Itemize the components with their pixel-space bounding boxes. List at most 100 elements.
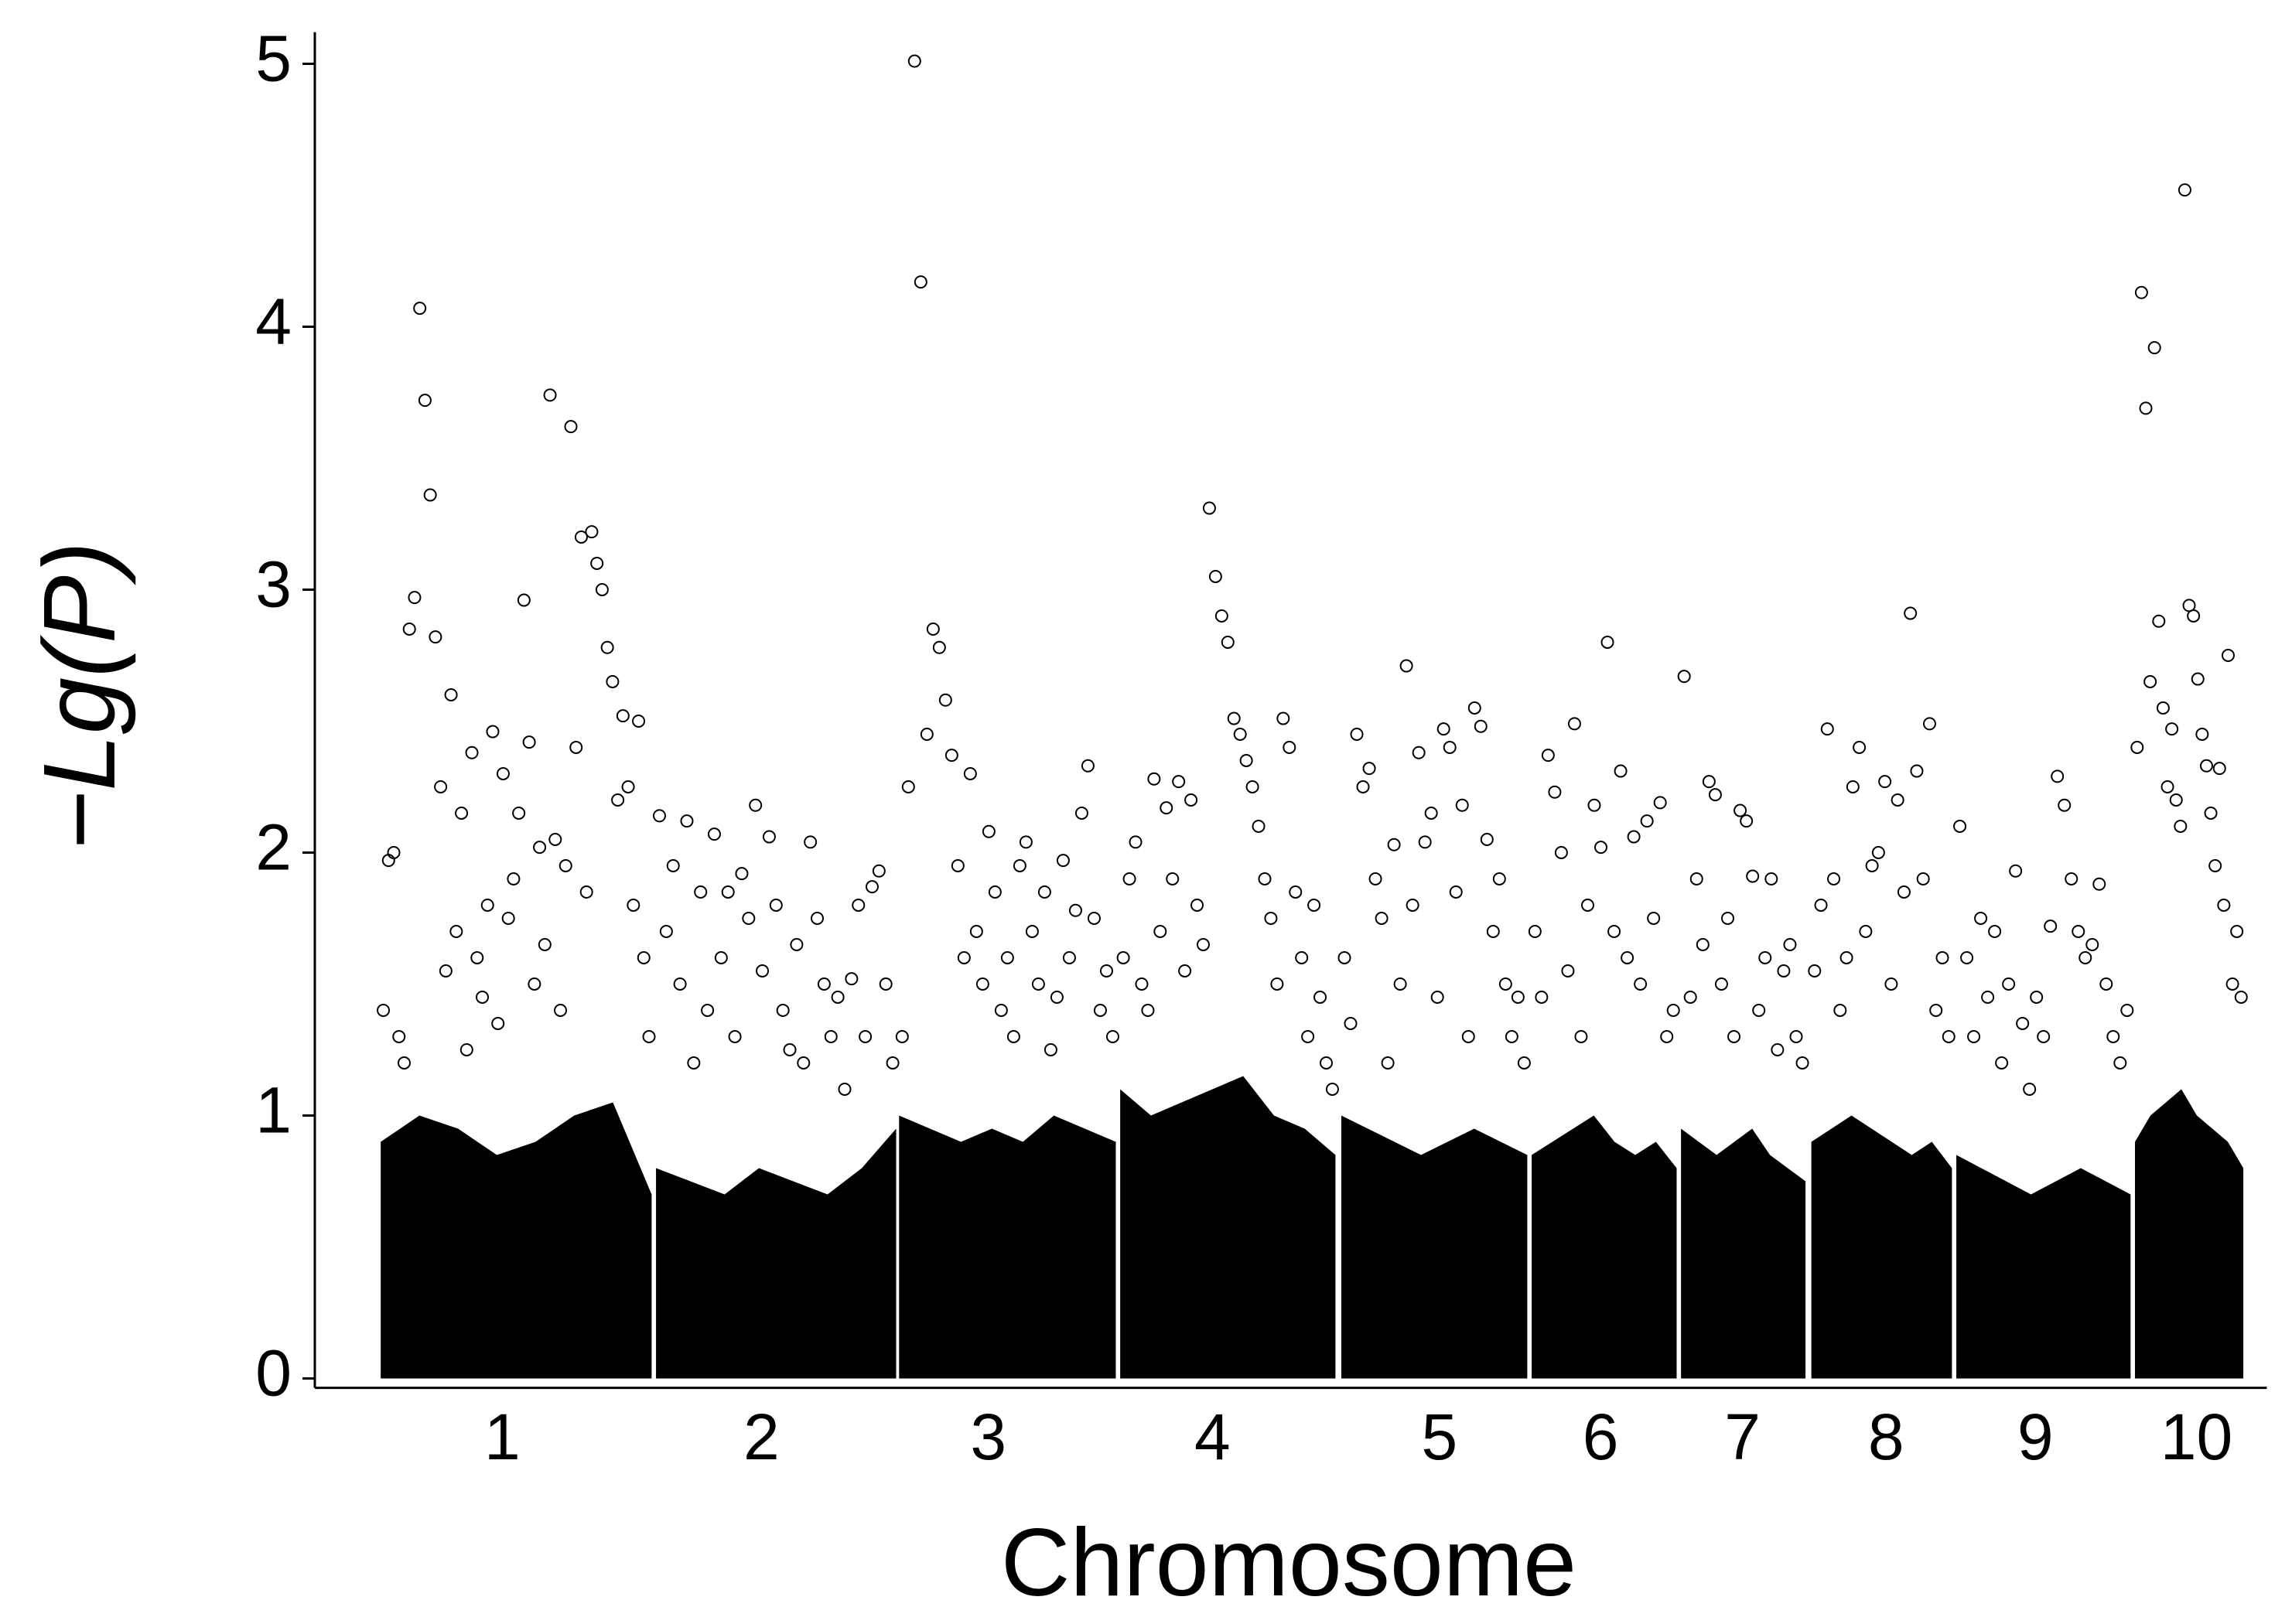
point xyxy=(797,1056,811,1070)
point xyxy=(1050,990,1064,1004)
point xyxy=(2191,672,2205,686)
point xyxy=(632,714,646,728)
point xyxy=(1099,964,1113,977)
x-axis-title: Chromosome xyxy=(1001,1510,1576,1616)
point xyxy=(1771,1042,1785,1056)
point xyxy=(522,735,536,749)
point xyxy=(1037,885,1051,899)
point xyxy=(413,302,427,316)
point xyxy=(749,798,763,812)
point xyxy=(994,1003,1008,1017)
point xyxy=(564,420,578,434)
point xyxy=(1634,977,1648,991)
point xyxy=(590,556,604,570)
point xyxy=(687,1056,701,1070)
point xyxy=(1122,872,1136,885)
point xyxy=(2023,1082,2037,1096)
point xyxy=(1166,872,1180,885)
point xyxy=(735,867,749,881)
point xyxy=(1666,1003,1680,1017)
point xyxy=(408,591,422,605)
point xyxy=(1362,762,1376,776)
point xyxy=(1548,785,1562,799)
point xyxy=(1264,911,1278,925)
x-tick-label: 7 xyxy=(1724,1401,1761,1473)
point xyxy=(1621,950,1634,964)
dense-points xyxy=(1120,1076,1336,1379)
point xyxy=(824,1029,838,1043)
point xyxy=(2156,701,2170,715)
dense-points xyxy=(381,1102,652,1379)
point xyxy=(762,830,776,844)
point xyxy=(512,806,526,820)
point xyxy=(2037,1029,2051,1043)
point xyxy=(1960,950,1974,964)
point xyxy=(1474,719,1488,733)
point xyxy=(1708,788,1722,802)
point xyxy=(2199,759,2213,773)
point xyxy=(558,858,572,872)
point xyxy=(1904,606,1918,620)
point xyxy=(1486,924,1500,938)
point xyxy=(459,1042,473,1056)
point xyxy=(2160,780,2174,793)
point xyxy=(1147,772,1161,786)
point xyxy=(1607,924,1621,938)
point xyxy=(1696,937,1710,951)
point xyxy=(569,740,583,754)
point xyxy=(1714,977,1728,991)
point xyxy=(2085,937,2099,951)
point xyxy=(1239,753,1253,767)
point xyxy=(377,1003,391,1017)
y-tick-label: 5 xyxy=(255,22,292,95)
point xyxy=(2195,727,2209,741)
point xyxy=(595,582,609,596)
point xyxy=(721,885,735,899)
point xyxy=(2051,769,2065,783)
point xyxy=(1740,814,1754,828)
point xyxy=(1129,835,1143,849)
point xyxy=(2234,990,2248,1004)
point xyxy=(2174,819,2188,833)
point xyxy=(2113,1056,2127,1070)
point xyxy=(1455,798,1469,812)
point xyxy=(975,977,989,991)
point xyxy=(2217,898,2231,912)
x-tick-label: 6 xyxy=(1583,1401,1619,1473)
point xyxy=(666,858,680,872)
point xyxy=(1436,722,1450,736)
point xyxy=(1878,775,1892,789)
point xyxy=(1594,841,1608,855)
point xyxy=(1498,977,1512,991)
point xyxy=(2134,285,2148,299)
point xyxy=(969,924,983,938)
point xyxy=(1839,950,1853,964)
point xyxy=(1283,740,1296,754)
point xyxy=(2002,977,2016,991)
point xyxy=(872,864,886,878)
point xyxy=(2016,1016,2030,1030)
point xyxy=(444,687,458,701)
point xyxy=(2099,977,2113,991)
point xyxy=(2225,977,2239,991)
dense-points xyxy=(656,1128,897,1379)
point xyxy=(1184,793,1198,807)
point xyxy=(1929,1003,1943,1017)
point xyxy=(1252,819,1266,833)
point xyxy=(951,858,965,872)
point xyxy=(465,745,479,759)
point xyxy=(1325,1082,1339,1096)
point xyxy=(1967,1029,1981,1043)
point xyxy=(2044,919,2058,933)
point xyxy=(1891,793,1904,807)
point xyxy=(1068,903,1082,917)
point xyxy=(804,835,818,849)
point xyxy=(1910,764,1924,778)
point xyxy=(642,1029,656,1043)
point xyxy=(1344,1016,1358,1030)
point xyxy=(859,1029,873,1043)
point xyxy=(707,827,721,841)
point xyxy=(533,841,547,855)
x-tick-label: 3 xyxy=(970,1401,1006,1473)
